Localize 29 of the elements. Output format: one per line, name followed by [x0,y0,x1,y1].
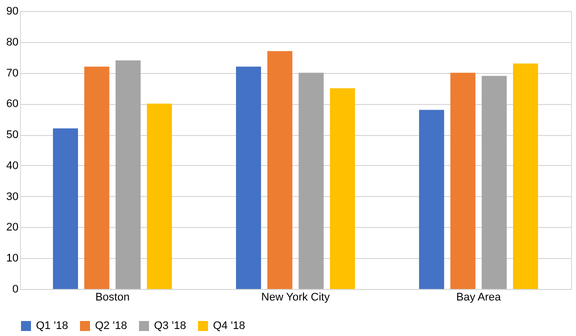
legend-label: Q4 '18 [213,320,246,332]
y-tick-label: 90 [6,6,18,18]
y-tick-label: 10 [6,252,18,265]
bar [450,72,476,289]
y-tick-label: 20 [6,222,18,234]
bar [330,88,355,289]
bar [298,72,324,289]
bar [267,51,292,289]
bar [146,104,172,289]
bar [513,64,538,289]
y-tick-label: 60 [6,98,18,110]
y-tick-label: 40 [6,160,18,172]
y-tick-label: 30 [6,190,18,203]
bar [84,66,110,289]
x-tick-label: New York City [261,292,330,304]
bar [482,76,507,289]
bar [419,110,444,289]
x-tick-label: Bay Area [456,292,502,304]
legend-label: Q2 '18 [95,320,128,332]
y-tick-label: 80 [6,36,18,48]
x-tick-label: Boston [95,292,130,304]
y-tick-label: 0 [12,284,18,296]
y-tick-label: 70 [6,67,18,80]
bar [236,66,262,289]
y-tick-label: 50 [6,129,18,142]
bar [52,128,78,289]
legend-label: Q3 '18 [154,320,186,332]
legend-label: Q1 '18 [36,320,68,332]
bar [116,60,141,289]
